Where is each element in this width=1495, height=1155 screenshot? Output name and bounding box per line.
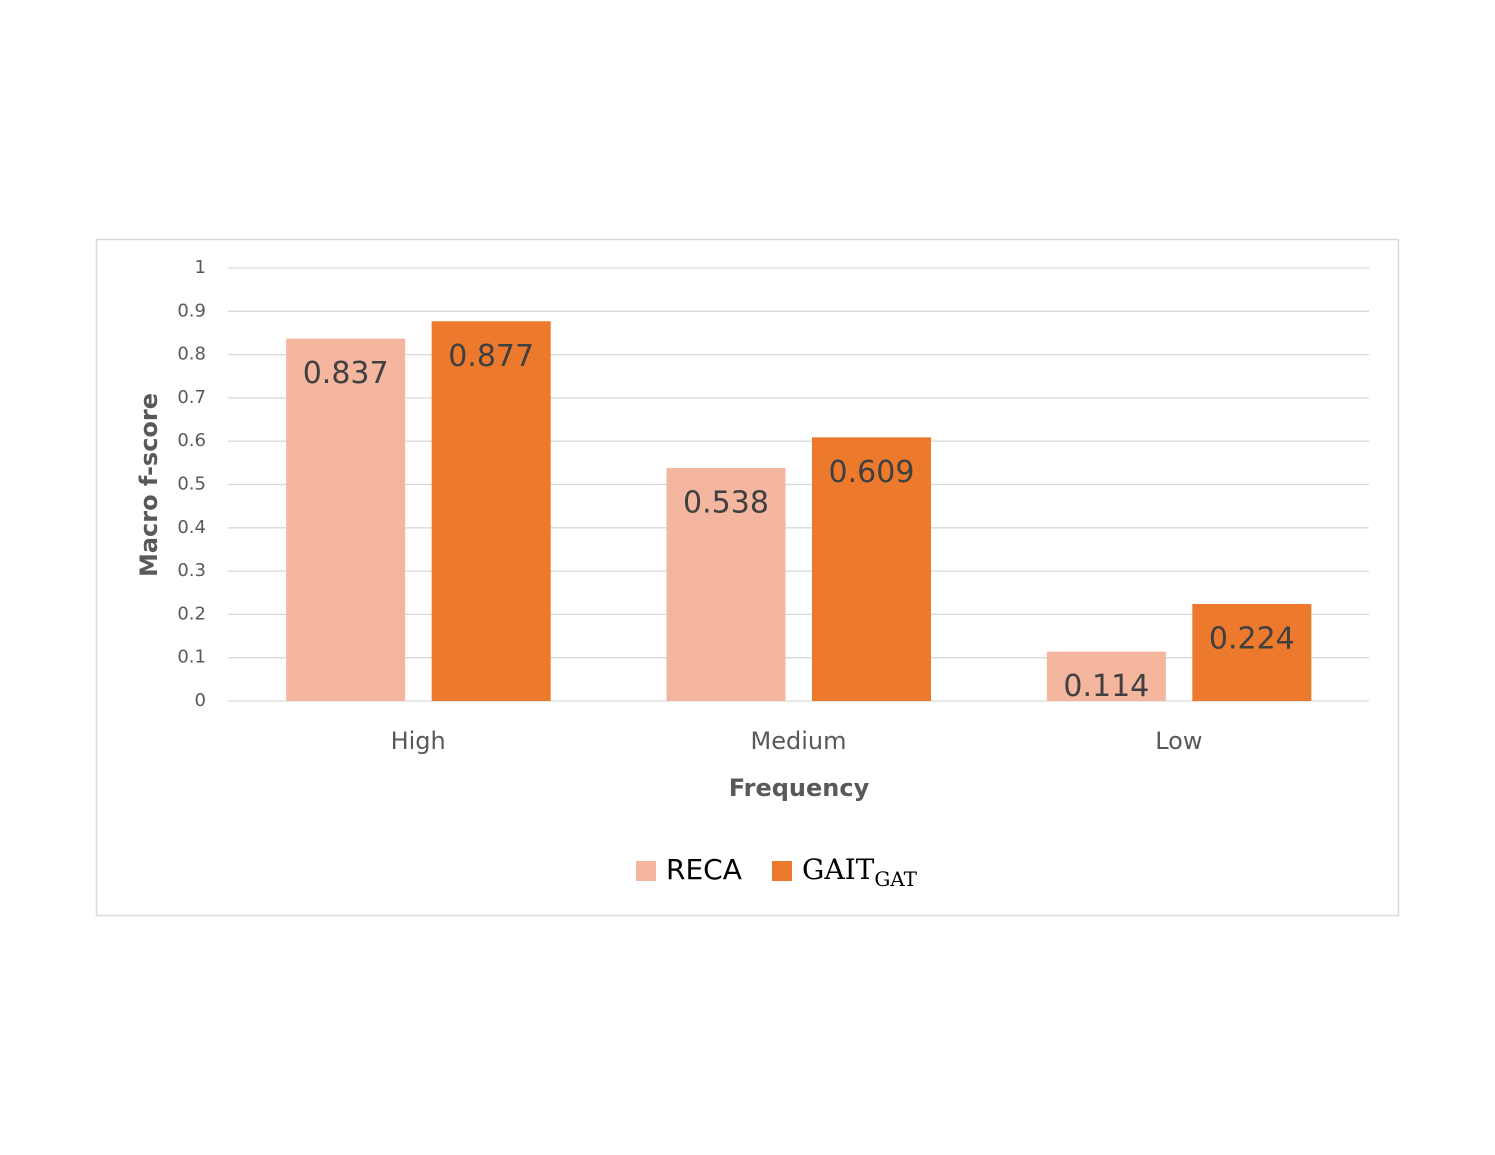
legend-swatch	[636, 861, 656, 881]
y-tick-label: 0.2	[177, 603, 206, 624]
y-tick-label: 0.4	[177, 517, 206, 538]
y-axis-title: Macro f-score	[135, 393, 163, 577]
y-tick-label: 0.8	[177, 344, 206, 365]
legend-subscript: GAT	[874, 867, 917, 891]
bar	[1192, 604, 1312, 701]
y-tick-label: 1	[195, 257, 206, 278]
data-label: 0.224	[1209, 622, 1295, 657]
legend-label: RECA	[666, 853, 742, 886]
y-tick-label: 0.5	[177, 474, 206, 495]
legend-name: GAIT	[802, 853, 875, 886]
bar	[1046, 651, 1166, 701]
data-label: 0.538	[683, 486, 769, 521]
x-tick-label: Low	[1155, 727, 1202, 755]
data-label: 0.877	[448, 339, 534, 374]
data-label: 0.609	[829, 455, 915, 490]
y-tick-label: 0.1	[177, 647, 206, 668]
y-tick-label: 0	[195, 690, 206, 711]
x-tick-label: High	[391, 727, 446, 755]
y-tick-label: 0.6	[177, 430, 206, 451]
bar	[286, 338, 406, 701]
legend-swatch	[772, 861, 792, 881]
y-tick-label: 0.9	[177, 300, 206, 321]
y-tick-label: 0.7	[177, 387, 206, 408]
bar	[666, 468, 786, 701]
data-label: 0.837	[303, 356, 389, 391]
x-tick-label: Medium	[751, 727, 847, 755]
data-label: 0.114	[1063, 669, 1149, 704]
legend-label: GAITGAT	[802, 853, 918, 891]
bar	[431, 321, 551, 701]
y-tick-label: 0.3	[177, 560, 206, 581]
bar	[812, 437, 931, 701]
x-axis-title: Frequency	[729, 774, 870, 802]
